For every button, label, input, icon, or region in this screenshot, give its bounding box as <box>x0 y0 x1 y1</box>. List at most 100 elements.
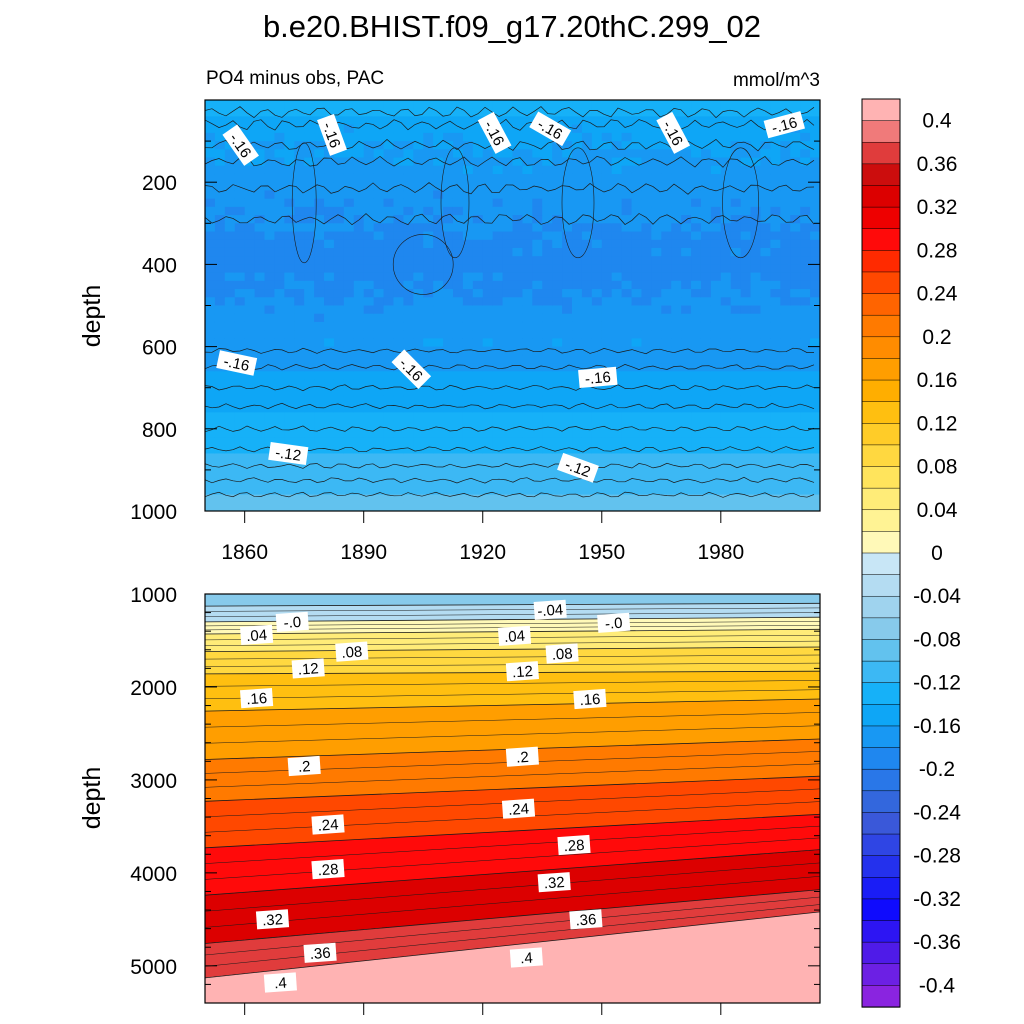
upper-cell <box>294 190 305 200</box>
upper-cell <box>502 428 514 438</box>
upper-cell <box>244 395 256 405</box>
upper-cell <box>333 338 345 348</box>
upper-contour-line <box>205 462 815 469</box>
upper-cell <box>512 478 524 487</box>
upper-cell <box>502 132 514 142</box>
upper-cell <box>591 445 603 455</box>
upper-cell <box>611 100 623 109</box>
upper-cell <box>631 395 643 405</box>
upper-cell <box>462 141 474 150</box>
upper-cell <box>482 182 494 192</box>
upper-cell <box>710 182 722 192</box>
upper-cell <box>770 494 781 504</box>
upper-cell <box>691 264 702 274</box>
lower-contour-label-box <box>275 611 309 632</box>
upper-cell <box>443 420 454 430</box>
upper-cell <box>641 141 652 150</box>
upper-cell <box>790 428 801 438</box>
upper-cell <box>254 420 266 430</box>
upper-cell <box>572 182 583 192</box>
lower-contour-line <box>205 725 820 744</box>
upper-cell <box>462 379 474 389</box>
upper-cell <box>214 330 226 339</box>
colorbar-frame <box>861 98 901 1008</box>
upper-cell <box>234 215 246 224</box>
upper-cell <box>611 124 623 134</box>
upper-cell <box>472 190 484 200</box>
upper-cell <box>710 108 722 118</box>
colorbar-box <box>861 898 901 922</box>
upper-cell <box>700 346 712 356</box>
colorbar-box <box>861 660 901 684</box>
upper-cell <box>403 428 414 438</box>
upper-cell <box>710 280 722 290</box>
upper-cell <box>581 346 593 356</box>
upper-cell <box>224 494 236 504</box>
upper-cell <box>333 165 345 175</box>
upper-cell <box>423 453 434 463</box>
upper-cell <box>800 363 811 372</box>
upper-cell <box>641 395 652 405</box>
upper-cell <box>611 198 623 208</box>
upper-cell <box>522 354 533 364</box>
upper-cell <box>681 182 692 192</box>
upper-cell <box>572 289 583 298</box>
upper-cell <box>274 132 285 142</box>
upper-cell <box>284 321 295 331</box>
upper-cell <box>433 363 444 372</box>
upper-cell <box>254 280 266 290</box>
upper-cell <box>205 453 216 463</box>
upper-cell <box>770 231 781 241</box>
upper-cell <box>205 412 216 422</box>
upper-cell <box>433 445 444 455</box>
upper-cell <box>274 494 285 504</box>
upper-cell <box>472 371 484 381</box>
upper-cell <box>542 247 553 257</box>
upper-cell <box>462 428 474 438</box>
upper-cell <box>770 412 781 422</box>
upper-cell <box>324 100 335 109</box>
upper-cell <box>492 231 504 241</box>
upper-cell <box>720 437 732 446</box>
upper-cell <box>730 198 742 208</box>
upper-cell <box>472 132 484 142</box>
upper-cell <box>542 305 553 315</box>
upper-cell <box>333 190 345 200</box>
upper-cell <box>691 165 702 175</box>
upper-cell <box>472 239 484 249</box>
upper-cell <box>452 116 464 126</box>
upper-cell <box>790 190 801 200</box>
colorbar-box <box>861 595 901 619</box>
upper-cell <box>482 289 494 298</box>
upper-cell <box>522 363 533 372</box>
upper-cell <box>512 445 524 455</box>
upper-cell <box>552 494 563 504</box>
upper-cell <box>403 116 414 126</box>
upper-cell <box>205 256 216 265</box>
upper-cell <box>621 453 633 463</box>
upper-cell <box>572 231 583 241</box>
colorbar-box <box>861 141 901 165</box>
upper-cell <box>205 313 216 323</box>
upper-cell <box>314 305 325 315</box>
upper-cell <box>552 461 563 471</box>
upper-cell <box>363 379 375 389</box>
upper-cell <box>710 305 722 315</box>
upper-cell <box>472 338 484 348</box>
upper-cell <box>631 132 643 142</box>
upper-cell <box>423 100 434 109</box>
upper-cell <box>770 247 781 257</box>
upper-cell <box>274 297 285 307</box>
upper-cell <box>780 412 791 422</box>
upper-cell <box>750 247 762 257</box>
upper-cell <box>750 173 762 183</box>
upper-cell <box>720 108 732 118</box>
upper-cell <box>522 478 533 487</box>
upper-cell <box>740 404 752 413</box>
upper-cell <box>234 198 246 208</box>
lower-contour-label: .16 <box>240 688 274 708</box>
upper-cell <box>423 116 434 126</box>
upper-cell <box>512 469 524 479</box>
upper-cell <box>324 502 335 511</box>
upper-contour-label-box <box>216 350 258 376</box>
